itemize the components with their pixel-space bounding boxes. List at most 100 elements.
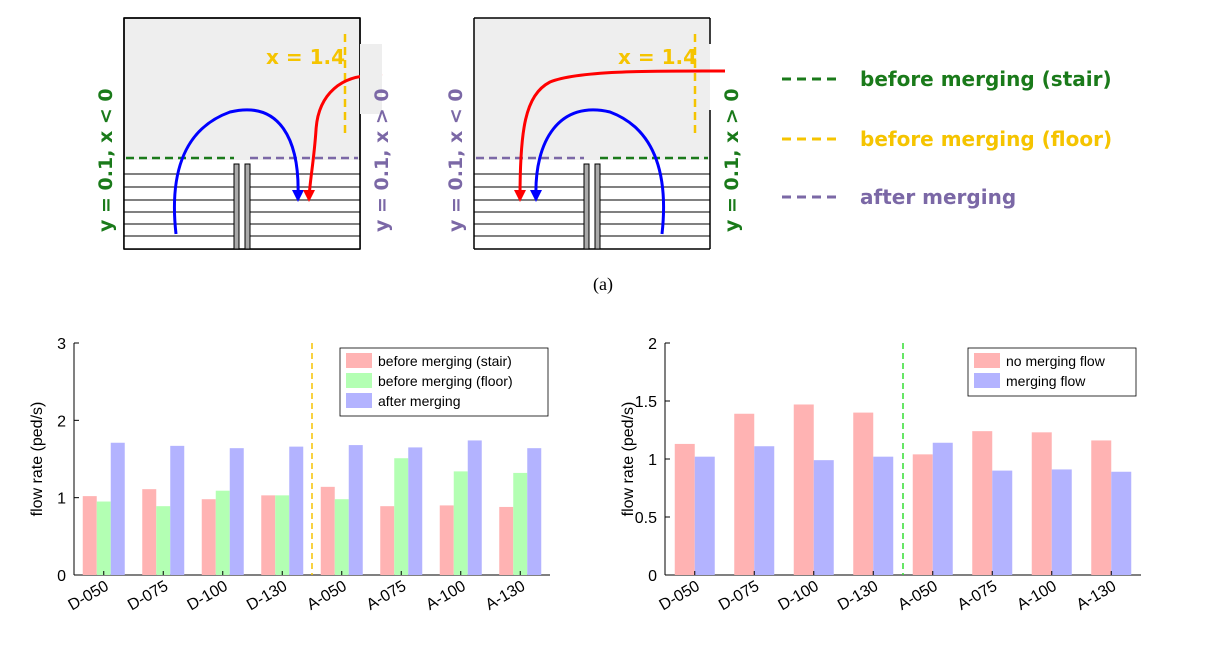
handrail-right [594, 163, 601, 250]
y-tick-label: 1.5 [635, 394, 657, 411]
red-arrowhead [514, 190, 526, 202]
blue-arrowhead [530, 190, 542, 202]
legend-label-stair: before merging (stair) [860, 67, 1112, 91]
bar-D-075-series-1 [156, 506, 171, 575]
bar-A-050-series-1 [932, 442, 953, 575]
legend-swatch [346, 353, 372, 368]
caption: (a) [593, 274, 613, 295]
right-vertical-label: y = 0.1, x > 0 [371, 88, 393, 232]
y-tick-label: 3 [57, 336, 66, 353]
x-line-label: x = 1.4 [266, 45, 345, 69]
legend-swatch [974, 373, 1000, 388]
left-vertical-label: y = 0.1, x < 0 [445, 88, 467, 232]
x-tick-label: A-100 [1014, 578, 1060, 614]
bar-D-100-series-1 [813, 460, 834, 575]
x-tick-label: A-075 [955, 578, 1001, 614]
right-vertical-label: y = 0.1, x > 0 [721, 88, 743, 232]
bar-D-130-series-1 [275, 495, 290, 575]
x-line-label: x = 1.4 [618, 45, 697, 69]
bar-A-130-series-2 [527, 448, 542, 575]
bar-D-050-series-0 [82, 496, 97, 575]
bar-D-100-series-2 [229, 448, 244, 575]
bar-A-100-series-0 [439, 505, 454, 575]
floor-area [124, 18, 360, 160]
bar-A-100-series-0 [1031, 432, 1052, 575]
bar-D-130-series-0 [261, 495, 276, 575]
legend-swatch [974, 353, 1000, 368]
bar-A-075-series-2 [408, 447, 423, 575]
x-tick-label: A-130 [1074, 578, 1120, 614]
legend-swatch [346, 393, 372, 408]
bar-A-130-series-1 [513, 472, 528, 575]
y-axis-label: flow rate (ped/s) [620, 402, 637, 517]
stair-area [124, 160, 360, 249]
stair-area [474, 160, 710, 249]
legend-label: merging flow [1006, 373, 1086, 389]
stair-steps-left [124, 173, 360, 237]
bar-D-050-series-1 [96, 501, 111, 575]
blue-arrowhead [292, 190, 304, 202]
bar-A-050-series-1 [334, 499, 349, 575]
legend-swatch [346, 373, 372, 388]
red-path [518, 69, 726, 199]
y-tick-label: 2 [648, 336, 657, 353]
bar-A-050-series-0 [320, 486, 335, 575]
handrail-left [583, 163, 590, 250]
bar-A-100-series-1 [453, 471, 468, 575]
red-path [307, 74, 383, 199]
bar-A-075-series-1 [394, 458, 409, 575]
bar-D-050-series-1 [694, 456, 715, 575]
chart-flow-rates-three-series: 0 1 2 3 flow rate (ped/s) D-050 D-075 D-100 D-13… [29, 336, 550, 614]
y-tick-label: 0 [648, 568, 657, 585]
bar-A-050-series-2 [348, 445, 363, 575]
bar-A-130-series-0 [1091, 440, 1112, 575]
legend-box [339, 347, 549, 417]
floor-area [474, 18, 710, 160]
stair-steps-right [474, 173, 710, 237]
legend-label-floor: before merging (floor) [860, 127, 1112, 151]
bar-D-075-series-0 [142, 489, 157, 575]
x-tick-label: D-050 [657, 578, 703, 615]
y-tick-label: 2 [57, 413, 66, 430]
blue-path [534, 108, 666, 235]
bar-A-130-series-1 [1111, 471, 1132, 575]
x-tick-label: A-100 [423, 578, 469, 614]
chart-flow-rates-merging: 0 0.5 1 1.5 2 flow rate (ped/s) D-050 D-075 D-10… [620, 336, 1141, 614]
bar-A-075-series-0 [380, 506, 395, 575]
diagram-right: x = 1.4 y = 0.1, x < 0 y = 0.1, x > 0 [445, 17, 743, 250]
floor-extension [360, 44, 382, 114]
red-arrowhead [303, 190, 315, 202]
x-tick-label: D-130 [835, 578, 881, 615]
bar-D-100-series-0 [793, 404, 814, 575]
handrail-left [233, 163, 240, 250]
x-tick-label: A-130 [483, 578, 529, 614]
legend-label: no merging flow [1006, 353, 1106, 369]
x-tick-label: A-075 [364, 578, 410, 614]
bar-D-130-series-1 [873, 456, 894, 575]
legend-label: before merging (floor) [378, 373, 513, 389]
bar-A-100-series-2 [467, 440, 482, 575]
bar-A-050-series-0 [912, 454, 933, 575]
bar-D-130-series-2 [289, 446, 304, 575]
handrail-right [244, 163, 251, 250]
bar-A-130-series-0 [499, 506, 514, 575]
x-tick-label: D-075 [125, 578, 171, 615]
bar-D-075-series-2 [170, 445, 185, 575]
bar-D-100-series-1 [215, 490, 230, 575]
y-tick-label: 1 [57, 491, 66, 508]
y-tick-label: 0.5 [635, 510, 657, 527]
bar-A-100-series-1 [1051, 469, 1072, 575]
diagram-left: x = 1.4 y = 0.1, x < 0 y = 0.1, x > 0 [95, 17, 393, 250]
bar-A-075-series-1 [992, 470, 1013, 575]
left-vertical-label: y = 0.1, x < 0 [95, 88, 117, 232]
legend-label: before merging (stair) [378, 353, 512, 369]
x-tick-label: A-050 [895, 578, 941, 614]
y-tick-label: 1 [648, 452, 657, 469]
bar-A-075-series-0 [972, 431, 993, 575]
x-tick-label: D-100 [776, 578, 822, 615]
bar-D-100-series-0 [201, 499, 216, 575]
y-tick-label: 0 [57, 568, 66, 585]
blue-path [172, 108, 300, 235]
bar-D-050-series-2 [110, 442, 125, 575]
